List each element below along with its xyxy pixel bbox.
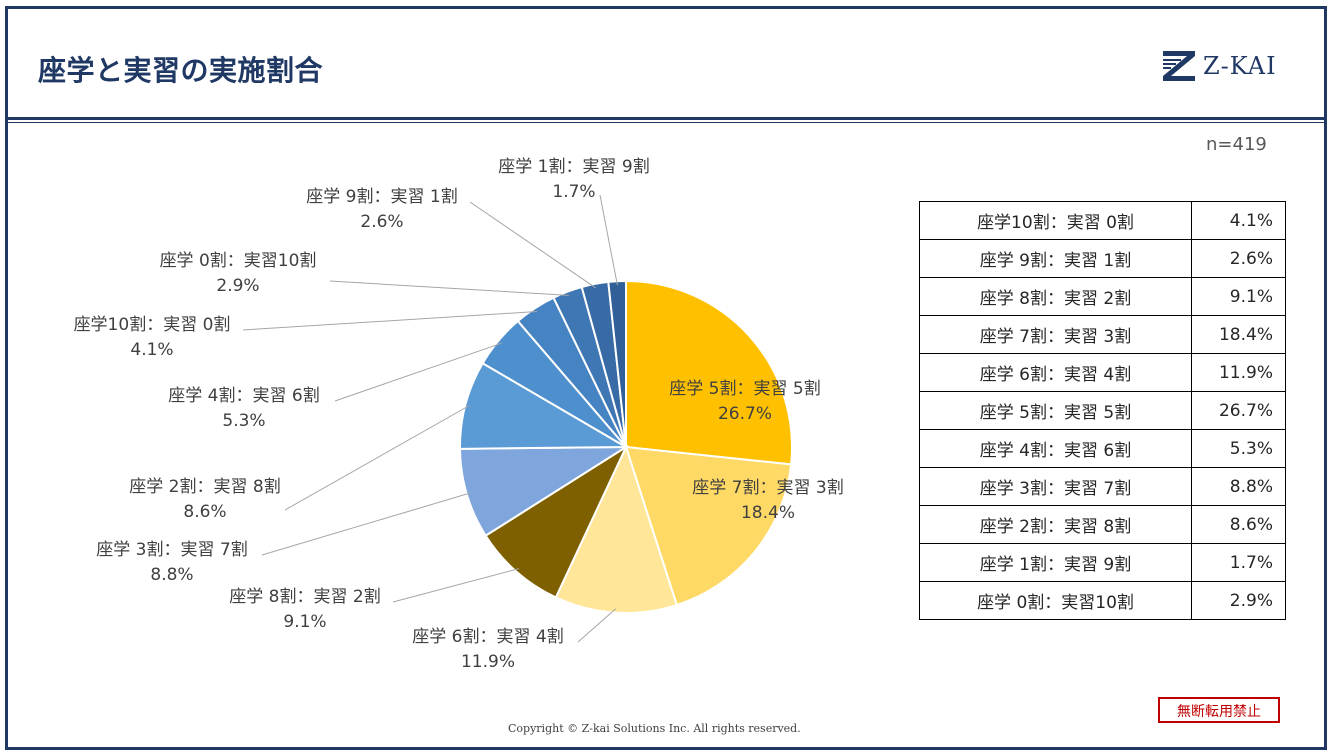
slice-value-label: 9.1% — [283, 612, 326, 632]
table-row: 座学 6割：実習 4割 11.9% — [919, 353, 1286, 392]
slice-label: 座学10割：実習 0割 — [74, 315, 231, 335]
logo-text: Z-KAI — [1203, 52, 1277, 80]
table-row: 座学 7割：実習 3割 18.4% — [919, 315, 1286, 354]
table-row: 座学 3割：実習 7割 8.8% — [919, 467, 1286, 506]
slice-value-label: 2.6% — [360, 212, 403, 232]
leader-line — [284, 405, 470, 511]
ratio-table: 座学10割：実習 0割 4.1% 座学 9割：実習 1割 2.6% 座学 8割：実習 2… — [919, 201, 1286, 620]
table-cell-label: 座学 1割：実習 9割 — [919, 543, 1192, 582]
slice-label: 座学 8割：実習 2割 — [229, 587, 380, 607]
pie-chart: 座学 5割：実習 5割 26.7% 座学 7割：実習 3割 18.4% 座学 6割：実習… — [74, 157, 844, 672]
slice-label: 座学 7割：実習 3割 — [692, 478, 843, 498]
slice-label: 座学 9割：実習 1割 — [306, 187, 457, 207]
table-row: 座学 4割：実習 6割 5.3% — [919, 429, 1286, 468]
table-cell-value: 2.6% — [1191, 239, 1286, 278]
slice-value-label: 4.1% — [130, 340, 173, 360]
leader-line — [577, 608, 617, 643]
table-cell-label: 座学 9割：実習 1割 — [919, 239, 1192, 278]
table-cell-label: 座学 3割：実習 7割 — [919, 467, 1192, 506]
table-cell-value: 8.8% — [1191, 467, 1286, 506]
no-reuse-stamp: 無断転用禁止 — [1158, 697, 1280, 723]
table-row: 座学 2割：実習 8割 8.6% — [919, 505, 1286, 544]
table-cell-value: 5.3% — [1191, 429, 1286, 468]
table-row: 座学 9割：実習 1割 2.6% — [919, 239, 1286, 278]
leader-line — [334, 342, 502, 402]
leader-line — [392, 568, 520, 603]
slice-label: 座学 3割：実習 7割 — [96, 540, 247, 560]
table-cell-value: 4.1% — [1191, 201, 1286, 240]
slice-label: 座学 0割：実習10割 — [160, 251, 317, 271]
table-cell-value: 2.9% — [1191, 581, 1286, 620]
slice-value-label: 18.4% — [741, 503, 795, 523]
slice-value-label: 1.7% — [552, 182, 595, 202]
table-cell-value: 18.4% — [1191, 315, 1286, 354]
table-row: 座学 8割：実習 2割 9.1% — [919, 277, 1286, 316]
copyright-text: Copyright © Z-kai Solutions Inc. All rig… — [508, 722, 801, 735]
table-cell-label: 座学 2割：実習 8割 — [919, 505, 1192, 544]
table-cell-value: 1.7% — [1191, 543, 1286, 582]
table-row: 座学 0割：実習10割 2.9% — [919, 581, 1286, 620]
table-cell-value: 8.6% — [1191, 505, 1286, 544]
pie-slice — [607, 279, 627, 448]
header-divider-thin — [8, 122, 1324, 123]
table-row: 座学 5割：実習 5割 26.7% — [919, 391, 1286, 430]
slice-label: 座学 4割：実習 6割 — [168, 386, 319, 406]
slice-value-label: 26.7% — [718, 404, 772, 424]
pie-slice — [484, 444, 629, 599]
sample-size-label: n=419 — [1206, 134, 1267, 155]
leader-line — [599, 194, 618, 286]
table-cell-label: 座学 6割：実習 4割 — [919, 353, 1192, 392]
slice-value-label: 11.9% — [461, 652, 515, 672]
table-cell-label: 座学 8割：実習 2割 — [919, 277, 1192, 316]
slice-value-label: 2.9% — [216, 276, 259, 296]
table-cell-label: 座学 4割：実習 6割 — [919, 429, 1192, 468]
table-cell-value: 9.1% — [1191, 277, 1286, 316]
slice-value-label: 8.6% — [183, 502, 226, 522]
slice-label: 座学 5割：実習 5割 — [669, 379, 820, 399]
slide-header: 座学と実習の実施割合 Z-KAI — [8, 9, 1324, 117]
pie-slice — [625, 279, 793, 466]
table-cell-label: 座学10割：実習 0割 — [919, 201, 1192, 240]
pie-slice — [554, 444, 679, 614]
pie-slice — [624, 445, 793, 607]
z-kai-logo-icon — [1163, 51, 1195, 81]
table-cell-value: 26.7% — [1191, 391, 1286, 430]
table-row: 座学10割：実習 0割 4.1% — [919, 201, 1286, 240]
leader-line — [329, 280, 569, 296]
table-row: 座学 1割：実習 9割 1.7% — [919, 543, 1286, 582]
header-divider — [8, 117, 1324, 120]
page-title: 座学と実習の実施割合 — [38, 54, 324, 87]
pie-slice — [459, 361, 630, 450]
slice-label: 座学 6割：実習 4割 — [412, 627, 563, 647]
leader-line — [469, 201, 596, 289]
slice-value-label: 5.3% — [222, 411, 265, 431]
leader-line — [261, 492, 471, 556]
slice-label: 座学 1割：実習 9割 — [498, 157, 649, 177]
leader-line — [242, 311, 538, 331]
slice-label: 座学 2割：実習 8割 — [129, 477, 280, 497]
table-cell-label: 座学 5割：実習 5割 — [919, 391, 1192, 430]
table-cell-label: 座学 7割：実習 3割 — [919, 315, 1192, 354]
table-cell-value: 11.9% — [1191, 353, 1286, 392]
table-cell-label: 座学 0割：実習10割 — [919, 581, 1192, 620]
company-logo: Z-KAI — [1163, 51, 1277, 81]
slice-value-label: 8.8% — [150, 565, 193, 585]
